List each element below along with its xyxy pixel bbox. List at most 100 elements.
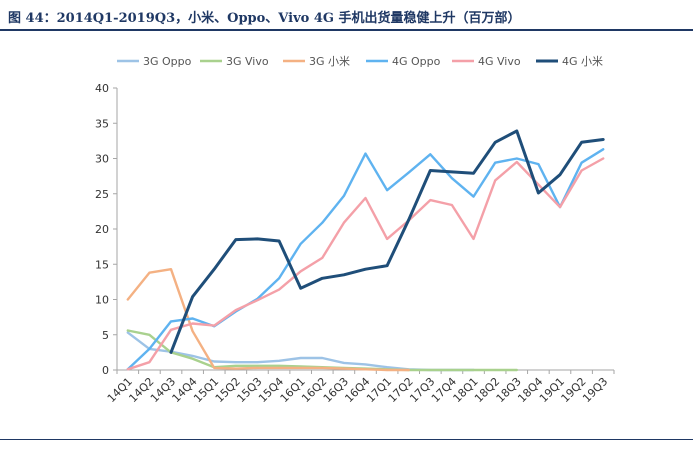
data-point: [386, 189, 388, 191]
data-point: [148, 334, 150, 336]
data-point: [580, 141, 582, 143]
legend-label: 3G Vivo: [226, 55, 269, 68]
data-point: [256, 361, 258, 363]
data-point: [299, 270, 301, 272]
data-point: [451, 177, 453, 179]
x-axis: 14Q114Q214Q314Q415Q115Q215Q315Q416Q116Q2…: [105, 369, 615, 405]
data-point: [235, 238, 237, 240]
data-point: [386, 366, 388, 368]
legend-label: 4G Oppo: [392, 55, 441, 68]
y-tick-label: 20: [95, 223, 109, 236]
data-point: [321, 357, 323, 359]
data-point: [127, 298, 129, 300]
footer-divider: [0, 439, 693, 440]
data-point: [472, 172, 474, 174]
series-4g-小米: [169, 129, 605, 354]
data-point: [580, 162, 582, 164]
data-point: [170, 320, 172, 322]
data-point: [602, 157, 604, 159]
data-point: [235, 309, 237, 311]
data-point: [429, 199, 431, 201]
data-point: [429, 153, 431, 155]
data-point: [191, 330, 193, 332]
data-point: [191, 355, 193, 357]
data-point: [191, 317, 193, 319]
data-point: [537, 163, 539, 165]
data-point: [235, 367, 237, 369]
data-point: [343, 367, 345, 369]
data-point: [343, 221, 345, 223]
data-point: [494, 141, 496, 143]
data-point: [559, 174, 561, 176]
data-point: [364, 197, 366, 199]
series-4g-oppo: [126, 148, 605, 371]
series-line: [169, 129, 605, 354]
data-point: [191, 358, 193, 360]
y-tick-label: 30: [95, 153, 109, 166]
y-tick-label: 15: [95, 258, 109, 271]
legend-item-4g-oppo: 4G Oppo: [366, 55, 441, 68]
data-point: [559, 206, 561, 208]
series-line: [126, 157, 605, 371]
data-point: [299, 357, 301, 359]
plot-series: [126, 129, 605, 372]
series-3g-小米: [126, 268, 410, 372]
data-point: [299, 287, 301, 289]
legend-label: 4G 小米: [562, 55, 603, 68]
series-line: [126, 148, 605, 371]
data-point: [343, 274, 345, 276]
series-line: [126, 268, 410, 372]
data-point: [537, 192, 539, 194]
legend-item-4g-vivo: 4G Vivo: [452, 55, 521, 68]
data-point: [429, 369, 431, 371]
data-point: [364, 368, 366, 370]
data-point: [364, 152, 366, 154]
data-point: [386, 238, 388, 240]
legend-item-3g-oppo: 3G Oppo: [117, 55, 192, 68]
data-point: [537, 183, 539, 185]
data-point: [472, 369, 474, 371]
legend-item-3g-vivo: 3G Vivo: [200, 55, 269, 68]
legend-label: 3G Oppo: [143, 55, 192, 68]
line-chart: 3G Oppo 3G Vivo 3G 小米 4G Oppo 4G Vivo 4G 小米 0…: [95, 55, 615, 405]
data-point: [148, 361, 150, 363]
data-point: [278, 240, 280, 242]
legend-label: 4G Vivo: [478, 55, 521, 68]
data-point: [516, 130, 518, 132]
data-point: [213, 324, 215, 326]
data-point: [408, 369, 410, 371]
data-point: [472, 195, 474, 197]
data-point: [516, 161, 518, 163]
data-point: [191, 295, 193, 297]
data-point: [516, 157, 518, 159]
data-point: [321, 277, 323, 279]
data-point: [386, 264, 388, 266]
data-point: [278, 365, 280, 367]
data-point: [256, 238, 258, 240]
data-point: [278, 277, 280, 279]
data-point: [364, 363, 366, 365]
data-point: [343, 195, 345, 197]
legend-item-3g-小米: 3G 小米: [283, 55, 350, 68]
series-3g-oppo: [126, 331, 475, 372]
data-point: [191, 322, 193, 324]
series-3g-vivo: [126, 329, 518, 372]
y-tick-label: 35: [95, 117, 109, 130]
data-point: [494, 179, 496, 181]
y-tick-label: 40: [95, 82, 109, 95]
series-line: [126, 331, 475, 372]
data-point: [408, 171, 410, 173]
data-point: [213, 360, 215, 362]
data-point: [235, 361, 237, 363]
y-tick-label: 25: [95, 188, 109, 201]
data-point: [602, 138, 604, 140]
series-4g-vivo: [126, 157, 605, 371]
data-point: [256, 365, 258, 367]
data-point: [343, 362, 345, 364]
data-point: [256, 367, 258, 369]
data-point: [494, 162, 496, 164]
chart-legend: 3G Oppo 3G Vivo 3G 小米 4G Oppo 4G Vivo 4G 小米: [117, 55, 603, 68]
data-point: [580, 169, 582, 171]
data-point: [278, 288, 280, 290]
data-point: [127, 329, 129, 331]
